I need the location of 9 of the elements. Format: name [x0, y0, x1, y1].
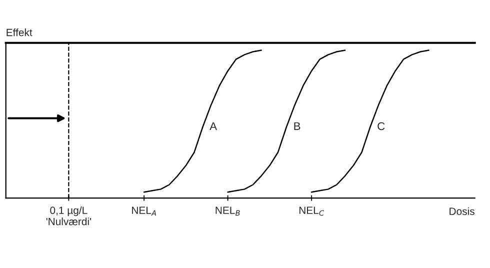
- x-tick-label: NEL$_{B}$: [216, 206, 240, 216]
- x-axis-title: Dosis: [450, 207, 474, 216]
- y-axis-title: Effekt: [6, 28, 32, 36]
- series-label: C: [378, 122, 385, 130]
- series-label: B: [294, 122, 300, 130]
- x-tick-label: NEL$_{A}$: [132, 206, 156, 216]
- x-tick-label: 0,1 µg/L 'Nulværdi': [46, 206, 91, 226]
- series-label: A: [210, 122, 217, 130]
- x-tick-label: NEL$_{C}$: [299, 206, 324, 216]
